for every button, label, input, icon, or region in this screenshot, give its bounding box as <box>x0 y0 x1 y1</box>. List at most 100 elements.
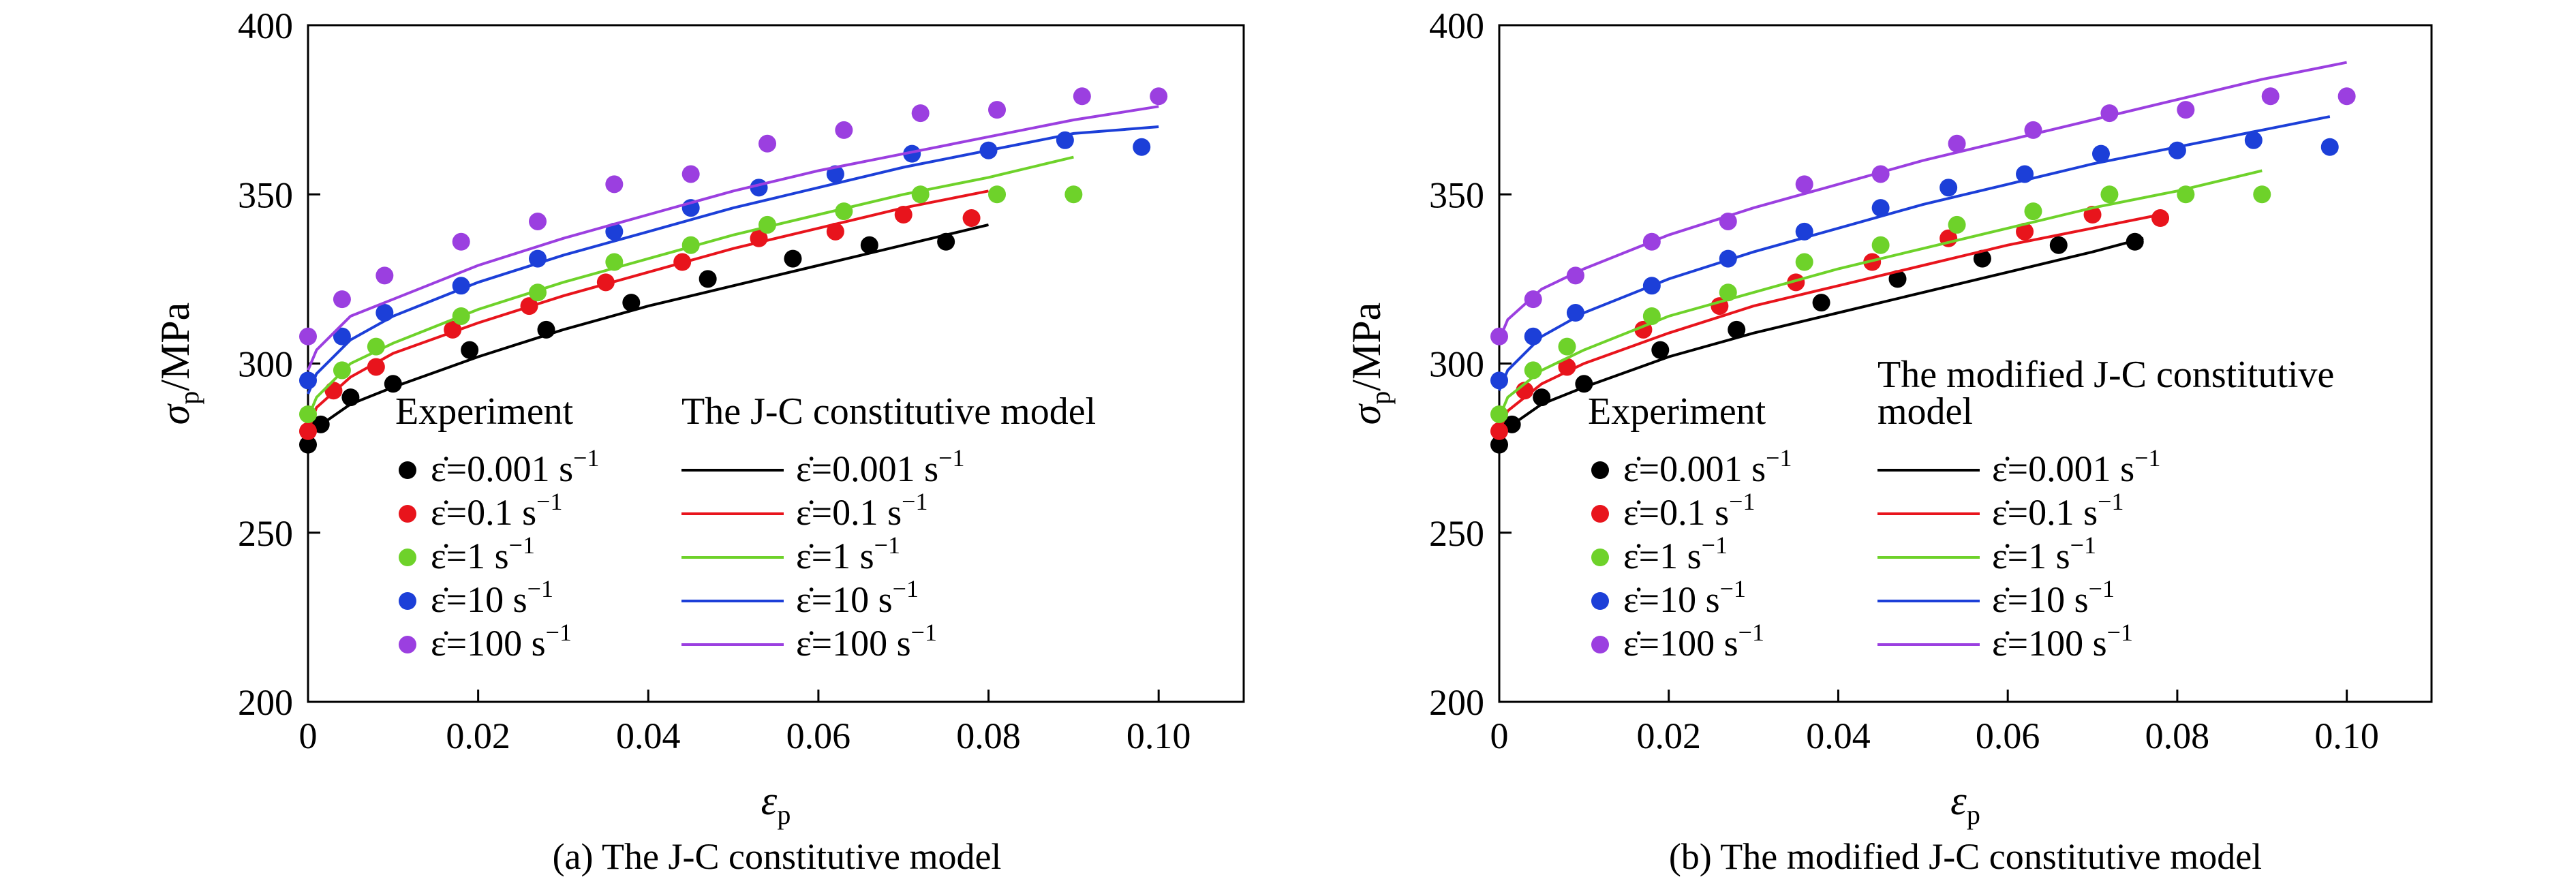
legend-entry-model: ε̇=0.001 s−1 <box>1992 444 2160 489</box>
y-tick-label: 350 <box>1429 174 1484 215</box>
data-point <box>2244 131 2263 149</box>
y-tick-label: 300 <box>1429 344 1484 385</box>
data-point <box>1642 307 1661 325</box>
legend-entry-experiment: ε̇=1 s−1 <box>1623 531 1728 576</box>
legend-entry-model: ε̇=100 s−1 <box>796 619 937 664</box>
data-point <box>758 134 777 153</box>
legend-entry-model: ε̇=0.1 s−1 <box>1992 488 2123 533</box>
data-point <box>681 165 700 183</box>
series-100 <box>299 87 1168 371</box>
data-point <box>835 202 853 221</box>
data-point <box>1558 358 1576 376</box>
data-point <box>1566 304 1584 322</box>
y-axis-title: σp/MPa <box>1344 303 1396 425</box>
data-point <box>1133 138 1151 156</box>
data-point <box>2320 138 2339 156</box>
legend-marker <box>399 505 416 523</box>
data-point <box>452 232 470 251</box>
chart-panel-b: 0 0.02 0.04 0.06 0.08 0.10 200 250 300 350 400 εp σp… <box>1344 5 2433 877</box>
legend-entry-experiment: ε̇=0.1 s−1 <box>1623 488 1755 533</box>
legend-entry-experiment: ε̇=100 s−1 <box>431 619 572 664</box>
data-point <box>1490 327 1508 345</box>
legend-entry-experiment: ε̇=10 s−1 <box>1623 575 1746 620</box>
x-tick-label: 0.10 <box>1126 715 1191 756</box>
data-point <box>1948 215 1966 234</box>
data-point <box>1939 179 1958 197</box>
legend-entry-model: ε̇=1 s−1 <box>796 531 900 576</box>
data-point <box>384 375 402 393</box>
data-point <box>367 358 385 376</box>
legend-experiment-title: Experiment <box>1588 390 1766 433</box>
data-point <box>699 270 717 288</box>
data-point <box>444 320 462 339</box>
data-point <box>1973 249 1991 268</box>
y-tick-label: 200 <box>238 682 293 723</box>
data-point <box>1871 236 1890 254</box>
data-point <box>2261 87 2280 106</box>
data-point <box>835 121 853 139</box>
data-point <box>2177 101 2195 119</box>
legend-model-title: The J-C constitutive model <box>681 390 1096 433</box>
data-point <box>2126 232 2144 251</box>
data-point <box>962 209 981 228</box>
data-point <box>2024 202 2042 221</box>
figure-caption: (b) The modified J-C constitutive model <box>1669 836 2262 877</box>
series-10 <box>1490 115 2339 391</box>
data-point <box>1490 405 1508 423</box>
x-tick-label: 0 <box>1490 715 1509 756</box>
data-point <box>2091 144 2110 163</box>
chart-panel-a: 0 0.02 0.04 0.06 0.08 0.10 200 250 300 350 400 εp σp… <box>153 5 1245 877</box>
data-point <box>537 320 555 339</box>
series-0.1 <box>299 189 989 440</box>
data-point <box>1948 134 1966 153</box>
data-point <box>333 361 351 380</box>
legend-marker <box>1591 461 1609 479</box>
legend-marker <box>1591 505 1609 523</box>
x-tick-label: 0.08 <box>956 715 1021 756</box>
data-point <box>1795 222 1813 241</box>
data-point <box>860 236 878 254</box>
data-point <box>750 229 768 247</box>
data-point <box>299 422 317 440</box>
y-tick-label: 400 <box>1429 5 1484 46</box>
data-point <box>605 253 624 271</box>
legend-marker <box>1591 636 1609 653</box>
series-1 <box>299 155 1083 423</box>
data-point <box>903 144 921 163</box>
data-point <box>2100 104 2119 123</box>
legend-entry-experiment: ε̇=10 s−1 <box>431 575 553 620</box>
legend-entry-experiment: ε̇=0.001 s−1 <box>1623 444 1792 489</box>
data-point <box>1533 388 1551 407</box>
x-tick-label: 0.06 <box>786 715 851 756</box>
data-point <box>2016 222 2034 241</box>
data-point <box>452 307 470 325</box>
data-point <box>324 382 343 400</box>
data-point <box>367 337 385 356</box>
data-point <box>1073 87 1091 106</box>
data-point <box>596 273 615 292</box>
data-point <box>333 290 351 309</box>
data-point <box>1642 277 1661 295</box>
data-point <box>299 371 317 390</box>
legend-model-title: model <box>1877 390 1973 433</box>
data-point <box>2024 121 2042 139</box>
data-point <box>758 215 777 234</box>
legend-marker <box>1591 592 1609 610</box>
figure-caption: (a) The J-C constitutive model <box>553 836 1002 877</box>
x-tick-label: 0.02 <box>446 715 510 756</box>
data-point <box>1642 232 1661 251</box>
data-point <box>673 253 692 271</box>
data-point <box>605 175 624 194</box>
x-axis-title: εp <box>761 778 791 830</box>
y-axis-title: σp/MPa <box>153 303 204 425</box>
data-point <box>1795 175 1813 194</box>
data-point <box>911 104 930 123</box>
data-point <box>1812 294 1830 312</box>
data-point <box>2168 141 2186 159</box>
data-point <box>1524 361 1542 380</box>
data-point <box>1524 327 1542 345</box>
y-tick-label: 200 <box>1429 682 1484 723</box>
data-point <box>937 232 955 251</box>
legend-entry-model: ε̇=10 s−1 <box>796 575 919 620</box>
data-point <box>605 222 624 241</box>
